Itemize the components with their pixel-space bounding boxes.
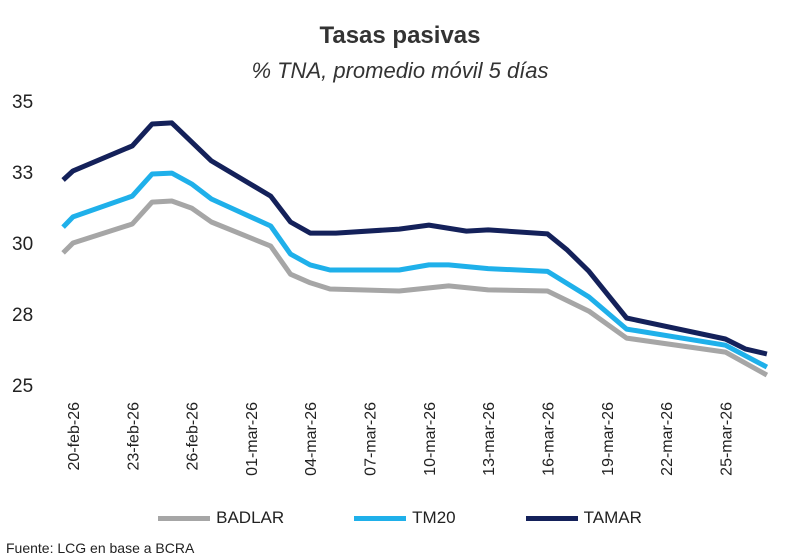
x-tick-label: 10-mar-26 xyxy=(422,402,439,476)
legend-label: TAMAR xyxy=(583,508,642,527)
series-line-tm20 xyxy=(61,170,769,370)
x-tick-label: 01-mar-26 xyxy=(244,402,261,476)
x-tick-label: 07-mar-26 xyxy=(363,402,380,476)
legend-swatch xyxy=(354,515,407,521)
legend-swatch xyxy=(525,515,578,521)
y-tick-label: 25 xyxy=(12,376,33,397)
x-tick-label: 26-feb-26 xyxy=(185,402,202,471)
source-note: Fuente: LCG en base a BCRA xyxy=(6,540,195,556)
series-line-tamar xyxy=(61,120,768,357)
legend-swatch xyxy=(158,515,211,521)
chart-title: Tasas pasivas xyxy=(319,22,481,49)
x-tick-label: 20-feb-26 xyxy=(66,402,83,471)
y-tick-label: 28 xyxy=(12,305,33,326)
legend-item-badlar: BADLAR xyxy=(158,508,284,528)
x-tick-label: 25-mar-26 xyxy=(718,402,735,476)
y-tick-label: 30 xyxy=(12,234,33,255)
x-tick-label: 23-feb-26 xyxy=(125,402,142,471)
x-tick-label: 19-mar-26 xyxy=(600,402,617,476)
legend: BADLAR TM20 TAMAR xyxy=(0,508,800,528)
legend-item-tamar: TAMAR xyxy=(525,508,642,528)
y-tick-label: 35 xyxy=(12,92,33,113)
y-tick-label: 33 xyxy=(12,163,33,184)
legend-label: BADLAR xyxy=(216,508,285,527)
legend-item-tm20: TM20 xyxy=(354,508,456,528)
chart-subtitle: % TNA, promedio móvil 5 días xyxy=(251,58,549,83)
series-line-badlar xyxy=(61,198,769,378)
x-tick-label: 04-mar-26 xyxy=(303,402,320,476)
x-tick-label: 22-mar-26 xyxy=(659,402,676,476)
x-tick-label: 16-mar-26 xyxy=(540,402,557,476)
x-tick-label: 13-mar-26 xyxy=(481,402,498,476)
legend-label: TM20 xyxy=(412,508,456,527)
